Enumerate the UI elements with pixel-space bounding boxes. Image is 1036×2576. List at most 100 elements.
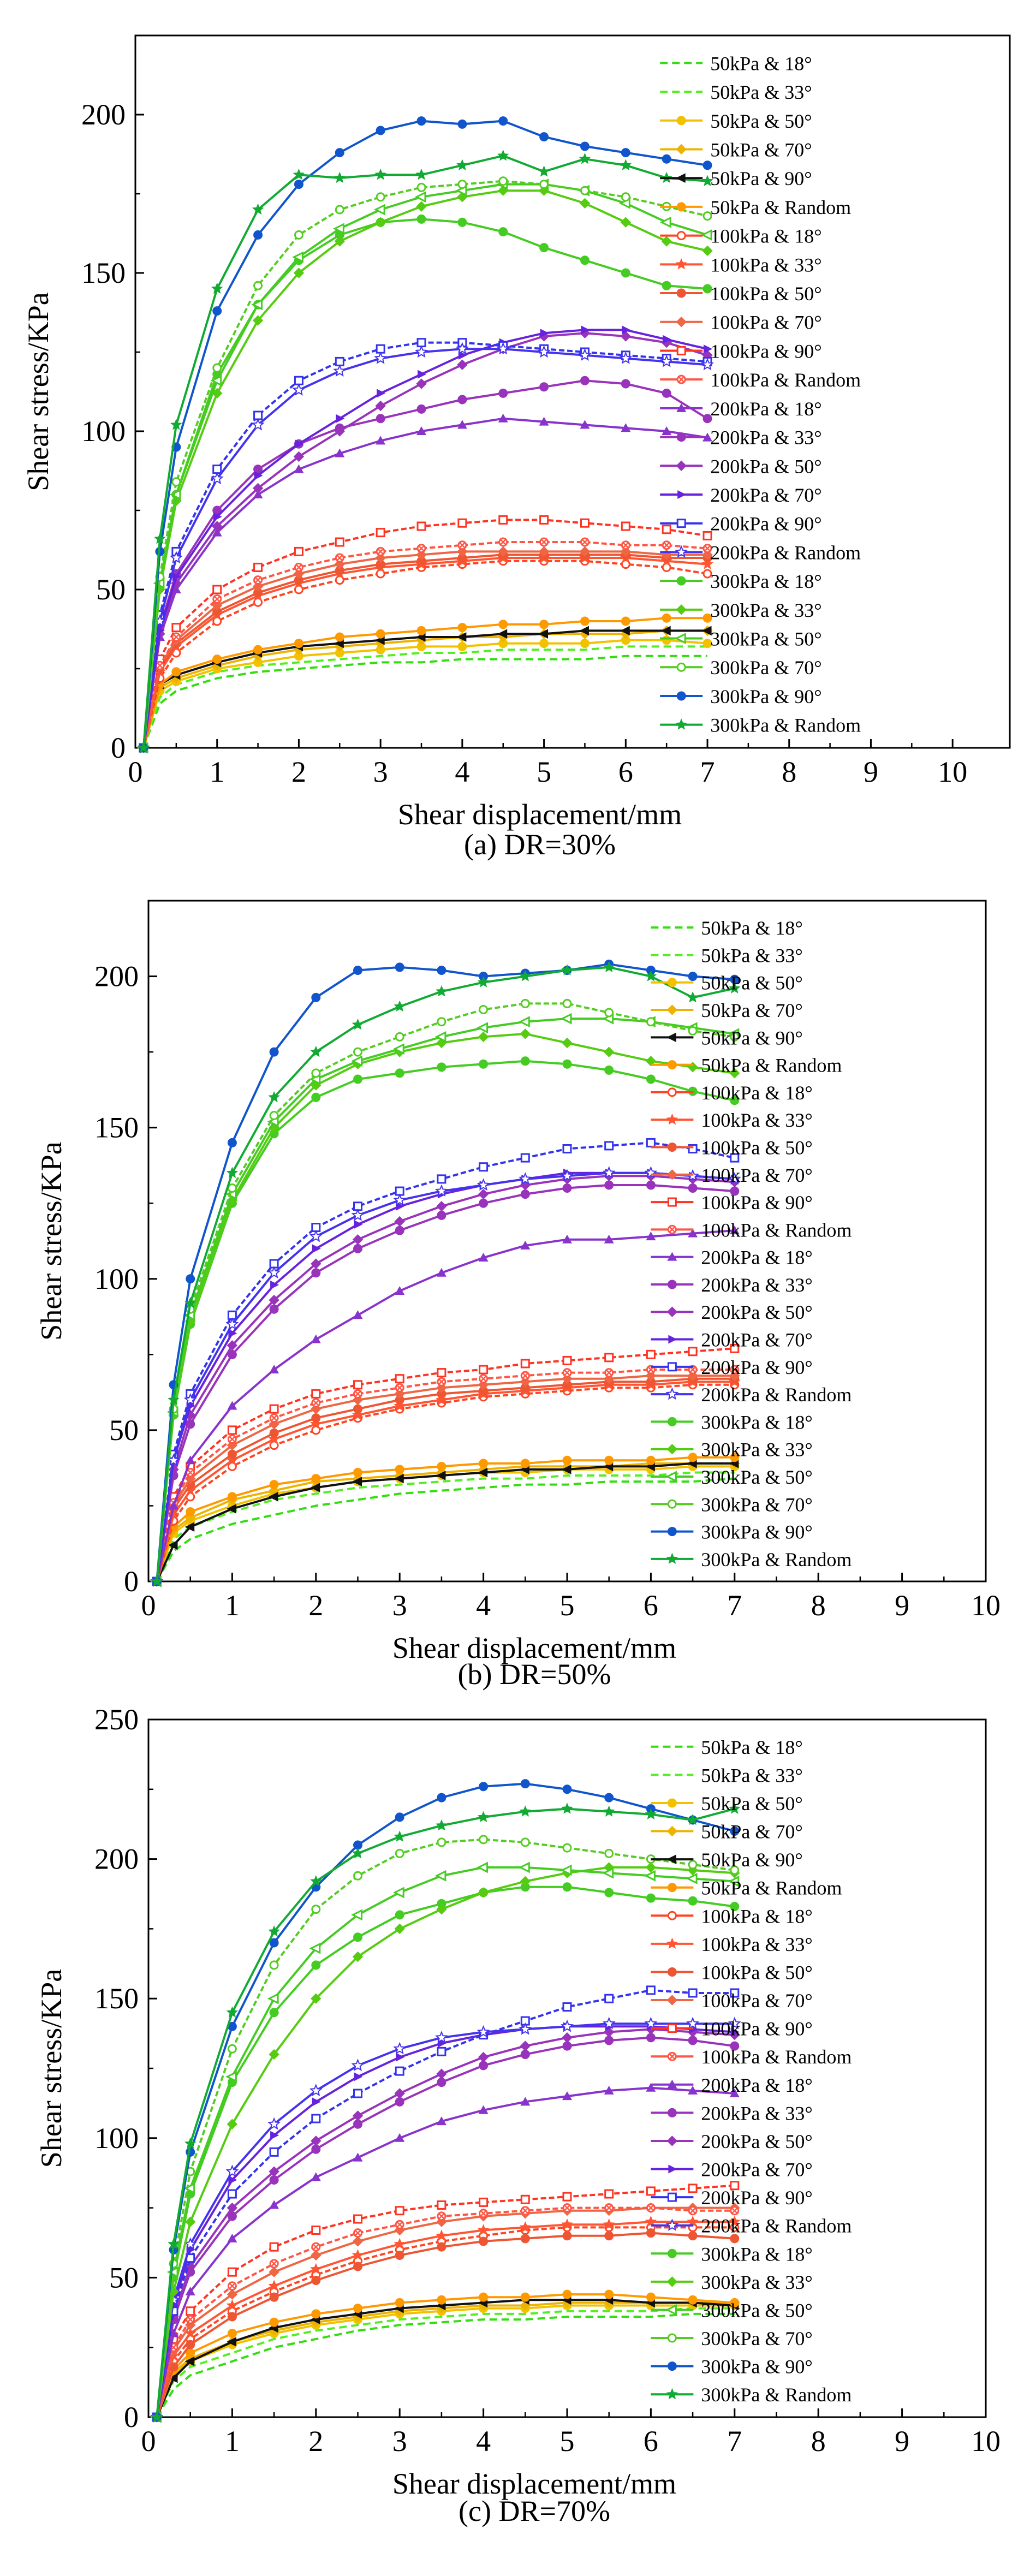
panel-c-point-50kpa-and-random — [562, 2289, 572, 2299]
panel-a-y-axis-label: Shear stress/KPa — [22, 292, 55, 491]
panel-b-point-50kpa-and-random — [269, 1480, 279, 1490]
panel-a-point-200kpa-and-random — [537, 345, 551, 358]
panel-b-point-200kpa-and-random — [351, 1208, 365, 1221]
panel-a-point-200kpa-and-70deg — [458, 350, 467, 360]
panel-b-point-100kpa-and-33deg — [352, 1408, 364, 1420]
panel-c-legend-label-50kpa-and-18deg: 50kPa & 18° — [701, 1736, 802, 1758]
panel-b-point-50kpa-and-90deg — [436, 1471, 446, 1480]
panel-b-ytick-label: 100 — [94, 1263, 139, 1295]
panel-a-point-300kpa-and-90deg — [457, 119, 467, 129]
panel-c-legend-marker-200kpa-and-18deg — [667, 2079, 677, 2089]
panel-c-line-50kpa-and-50deg — [156, 2304, 735, 2418]
panel-c-point-200kpa-and-70deg — [354, 2072, 363, 2081]
panel-b-ytick-label: 150 — [94, 1111, 139, 1144]
panel-c-legend-marker-300kpa-and-50deg — [665, 2304, 677, 2316]
panel-a-xtick-label: 9 — [864, 755, 878, 788]
panel-a-point-300kpa-and-18deg — [457, 217, 467, 227]
panel-a-legend-marker-50kpa-and-50deg — [676, 116, 686, 126]
panel-c-legend-label-50kpa-and-50deg: 50kPa & 50° — [701, 1793, 802, 1814]
panel-b-point-300kpa-and-18deg — [311, 1092, 321, 1102]
panel-b-legend-marker-200kpa-and-50deg — [666, 1306, 678, 1317]
panel-a-point-100kpa-and-random — [212, 594, 222, 604]
panel-b-line-50kpa-and-90deg — [156, 1462, 735, 1582]
panel-b-legend: 50kPa & 18° 50kPa & 33° 50kPa & 50° 50kPa &… — [651, 917, 852, 1570]
panel-c-point-100kpa-and-50deg — [730, 2234, 740, 2244]
panel-a-point-200kpa-and-50deg — [620, 331, 632, 342]
panel-b-point-300kpa-and-random — [729, 982, 741, 993]
panel-b-point-300kpa-and-50deg — [351, 1055, 362, 1067]
panel-b-point-200kpa-and-18deg — [562, 1234, 572, 1244]
panel-b-line-200kpa-and-random — [156, 1171, 735, 1582]
panel-b-point-300kpa-and-18deg — [520, 1056, 530, 1066]
panel-c-legend: 50kPa & 18° 50kPa & 33° 50kPa & 50° 50kPa &… — [651, 1736, 852, 2406]
panel-c-series-50kpa-and-33deg — [156, 2307, 735, 2418]
panel-b-legend-marker-300kpa-and-50deg — [665, 1471, 677, 1483]
panel-b-point-100kpa-and-random — [562, 1368, 572, 1378]
panel-a-legend-label-200kpa-and-18deg: 200kPa & 18° — [710, 398, 821, 420]
panel-a-point-100kpa-and-70deg — [538, 546, 550, 557]
panel-a-legend-marker-200kpa-and-70deg — [677, 490, 687, 499]
panel-c-point-300kpa-and-50deg — [351, 1909, 362, 1921]
panel-c-line-200kpa-and-90deg — [156, 1989, 735, 2418]
panel-b-point-50kpa-and-random — [395, 1465, 404, 1474]
panel-a-point-200kpa-and-70deg — [295, 439, 304, 449]
panel-a-point-200kpa-and-70deg — [663, 335, 672, 344]
panel-a-point-300kpa-and-70deg — [539, 180, 549, 189]
panel-a-point-200kpa-and-33deg — [498, 388, 508, 398]
panel-b-point-200kpa-and-50deg — [269, 1294, 279, 1306]
panel-b-legend-marker-100kpa-and-33deg — [666, 1113, 678, 1125]
panel-c-point-200kpa-and-90deg — [646, 1985, 656, 1995]
panel-c-point-100kpa-and-90deg — [311, 2225, 321, 2235]
panel-a-point-300kpa-and-50deg — [292, 251, 303, 263]
panel-c-point-100kpa-and-33deg — [310, 2263, 322, 2275]
panel-b-line-100kpa-and-random — [156, 1369, 735, 1582]
panel-c-xtick-label: 3 — [392, 2425, 407, 2458]
panel-a-point-300kpa-and-18deg — [539, 243, 549, 253]
panel-c-point-300kpa-and-random — [352, 1847, 364, 1859]
panel-a-point-300kpa-and-random — [701, 175, 713, 186]
panel-c-point-300kpa-and-90deg — [437, 1793, 446, 1802]
panel-a-point-50kpa-and-random — [702, 613, 712, 623]
panel-a-point-200kpa-and-70deg — [540, 329, 549, 338]
panel-c-legend-label-200kpa-and-random: 200kPa & Random — [701, 2215, 852, 2237]
panel-c-point-100kpa-and-random — [186, 2315, 195, 2324]
panel-b-line-100kpa-and-90deg — [156, 1347, 735, 1582]
panel-c-point-100kpa-and-33deg — [226, 2299, 239, 2311]
panel-a-line-50kpa-and-90deg — [142, 629, 707, 748]
panel-c-point-300kpa-and-33deg — [184, 2216, 196, 2227]
panel-a-point-300kpa-and-18deg — [702, 284, 712, 294]
panel-a-point-300kpa-and-random — [538, 165, 550, 177]
panel-a-point-300kpa-and-50deg — [169, 489, 181, 501]
panel-a-legend-marker-300kpa-and-18deg — [676, 576, 686, 586]
panel-b-point-300kpa-and-70deg — [688, 1026, 698, 1036]
panel-b-point-50kpa-and-random — [562, 1455, 572, 1465]
panel-b-point-300kpa-and-70deg — [227, 1183, 237, 1193]
panel-a-point-300kpa-and-18deg — [498, 227, 508, 237]
panel-c-point-300kpa-and-33deg — [436, 1903, 447, 1915]
panel-a-legend-marker-100kpa-and-70deg — [676, 317, 687, 328]
panel-a-point-100kpa-and-random — [580, 537, 590, 547]
panel-c-point-100kpa-and-33deg — [477, 2224, 490, 2235]
panel-c-point-200kpa-and-18deg — [562, 2091, 572, 2101]
panel-b-point-300kpa-and-70deg — [479, 1005, 489, 1015]
panel-a-point-300kpa-and-70deg — [335, 205, 344, 215]
panel-b-point-200kpa-and-50deg — [352, 1234, 364, 1245]
panel-b-legend-marker-50kpa-and-70deg — [666, 1004, 678, 1015]
panel-c-legend-marker-200kpa-and-33deg — [667, 2108, 677, 2117]
panel-c-point-200kpa-and-70deg — [228, 2175, 237, 2185]
panel-b-point-300kpa-and-random — [394, 1000, 406, 1012]
panel-c-point-100kpa-and-90deg — [562, 2192, 572, 2202]
panel-c-point-100kpa-and-33deg — [352, 2249, 364, 2260]
panel-b-point-200kpa-and-random — [602, 1166, 616, 1179]
panel-b-point-100kpa-and-90deg — [395, 1374, 404, 1384]
panel-a-line-300kpa-and-90deg — [142, 120, 708, 748]
panel-b-point-300kpa-and-50deg — [560, 1013, 572, 1025]
panel-c-legend-label-50kpa-and-33deg: 50kPa & 33° — [701, 1764, 802, 1786]
panel-c-point-200kpa-and-50deg — [562, 2032, 573, 2043]
panel-a-point-200kpa-and-18deg — [253, 490, 263, 498]
panel-a-ytick-label: 100 — [81, 415, 126, 448]
panel-a-point-100kpa-and-70deg — [498, 546, 509, 557]
panel-a-point-300kpa-and-33deg — [620, 217, 632, 228]
panel-c-point-300kpa-and-random — [561, 1802, 573, 1814]
panel-b-point-200kpa-and-33deg — [562, 1183, 572, 1193]
